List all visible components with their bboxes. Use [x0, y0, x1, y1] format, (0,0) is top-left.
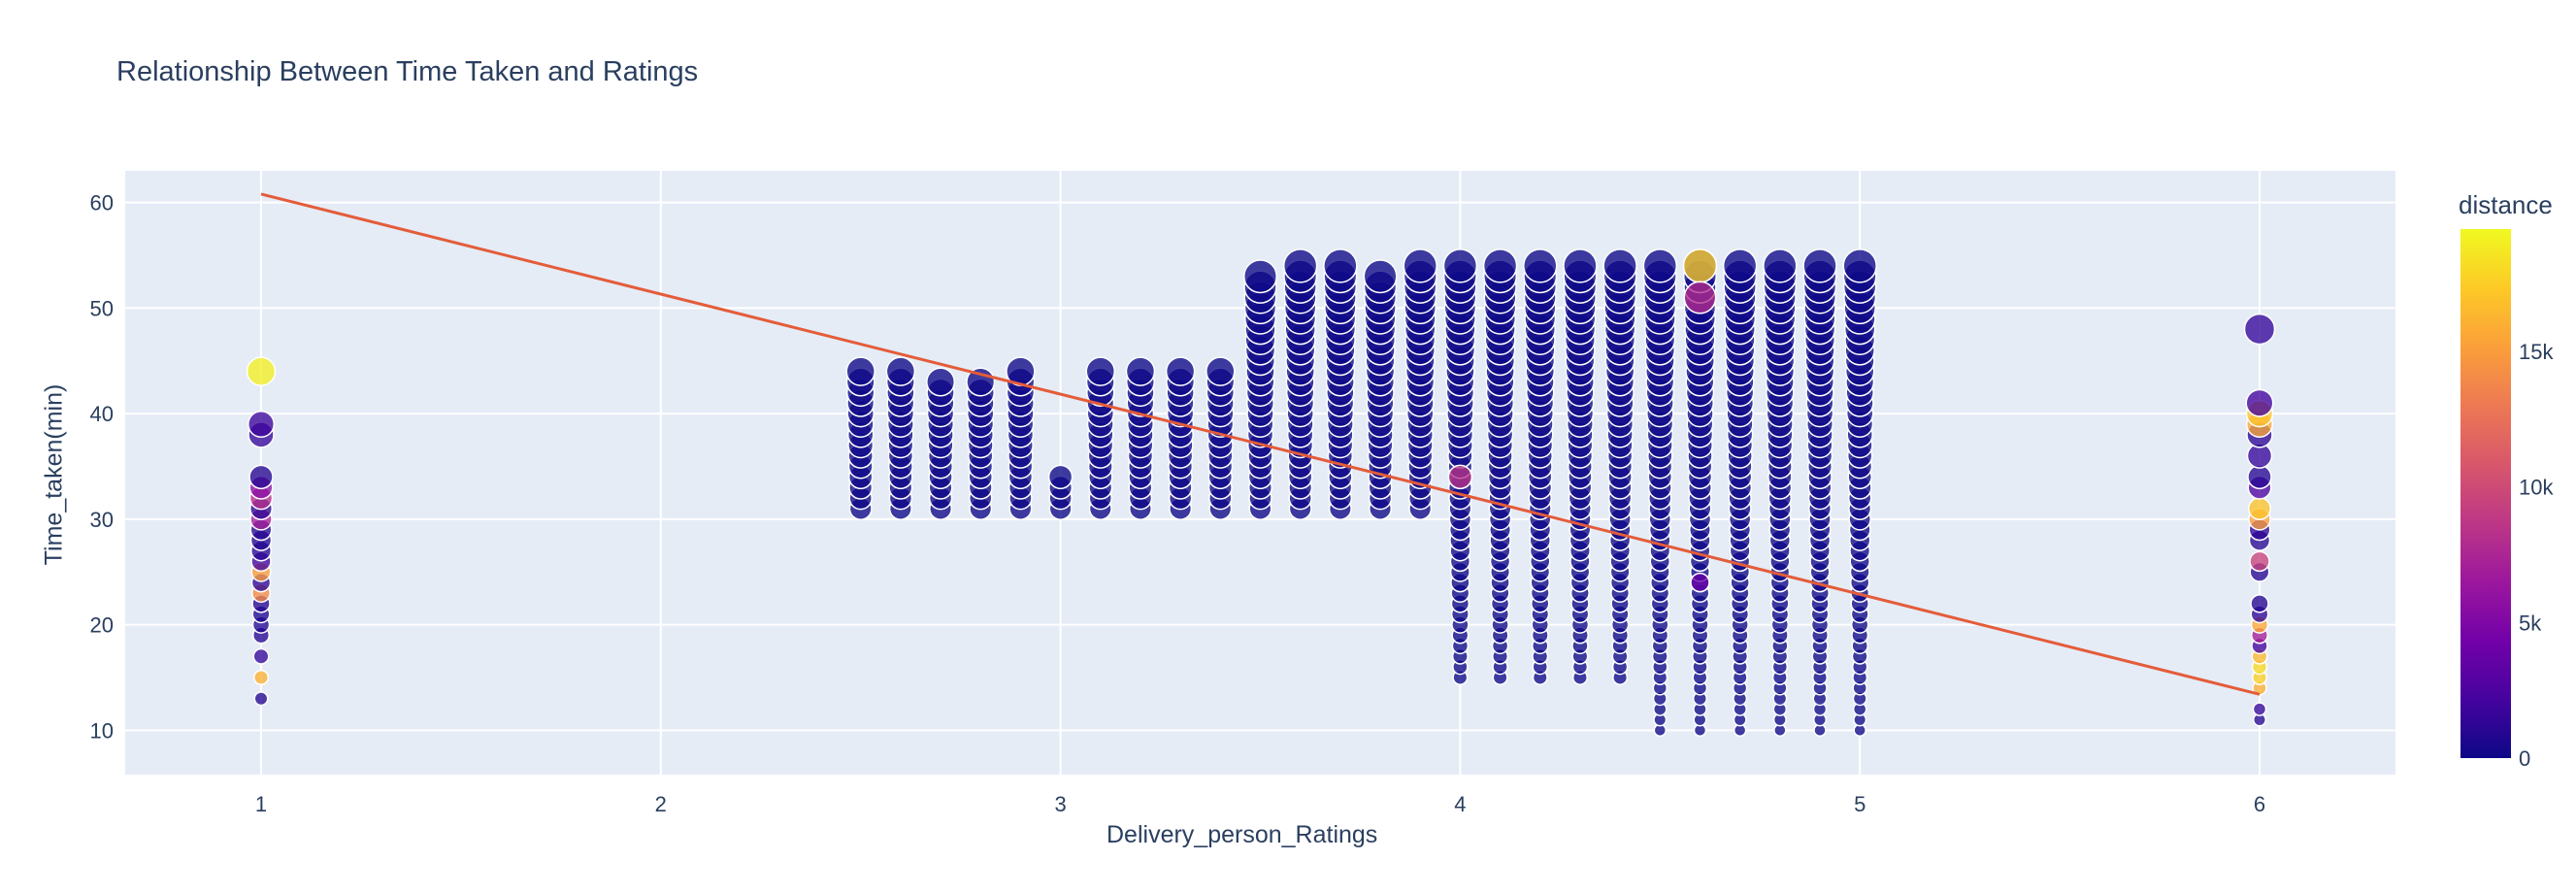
scatter-point	[1363, 259, 1398, 294]
scatter-point	[1243, 259, 1277, 294]
scatter-point	[1323, 248, 1358, 283]
scatter-point	[1125, 356, 1156, 386]
scatter-point	[2247, 496, 2271, 520]
chart-title: Relationship Between Time Taken and Rati…	[116, 56, 699, 87]
colorbar-tick-label: 15k	[2519, 340, 2554, 364]
scatter-point	[1563, 248, 1598, 283]
trend-line	[260, 192, 2261, 696]
scatter-point	[1722, 248, 1758, 283]
scatter-point	[926, 367, 956, 397]
scatter-point	[248, 464, 274, 490]
scatter-point	[1682, 248, 1718, 283]
x-tick-label: 4	[1454, 792, 1466, 816]
scatter-point	[1205, 356, 1236, 386]
scatter-point	[1047, 464, 1073, 490]
scatter-point	[2249, 550, 2270, 573]
x-tick-label: 2	[655, 792, 667, 816]
scatter-point	[1165, 356, 1196, 386]
trendline	[260, 192, 2261, 696]
colorbar-tick-label: 10k	[2519, 476, 2554, 500]
scatter-point	[248, 410, 276, 438]
axes: 1 2 3 4 5 6 10 20 30 40 50 60	[90, 191, 2266, 816]
scatter-point	[253, 669, 270, 685]
x-tick-label: 1	[255, 792, 267, 816]
scatter-point	[253, 691, 269, 707]
scatter-point	[845, 356, 875, 386]
scatter-point	[1447, 464, 1473, 490]
y-axis-title: Time_taken(min)	[40, 383, 68, 566]
scatter-point	[885, 356, 916, 386]
scatter-point	[1690, 572, 1710, 593]
scatter-point	[2252, 702, 2267, 716]
y-tick-label: 20	[90, 613, 114, 638]
y-tick-label: 10	[90, 718, 114, 743]
scatter-point	[1802, 248, 1837, 283]
scatter-point	[2245, 388, 2274, 417]
scatter-point	[1403, 248, 1437, 283]
y-tick-label: 40	[90, 402, 114, 426]
colorbar-tick-label: 0	[2519, 746, 2530, 771]
scatter-point	[2243, 313, 2276, 346]
y-tick-label: 50	[90, 296, 114, 320]
scatter-point	[1482, 248, 1518, 283]
x-tick-label: 5	[1854, 792, 1866, 816]
colorbar-title: distance	[2459, 190, 2553, 219]
scatter-point	[1442, 248, 1478, 283]
scatter-point	[246, 356, 277, 386]
scatter-point	[1523, 248, 1558, 283]
scatter-point	[2247, 464, 2272, 490]
scatter-point	[252, 647, 270, 665]
y-tick-label: 60	[90, 191, 114, 215]
x-tick-label: 6	[2254, 792, 2265, 816]
x-tick-label: 3	[1054, 792, 1066, 816]
scatter-point	[1642, 248, 1678, 283]
scatter-point	[1683, 281, 1717, 314]
scatter-point	[1602, 248, 1637, 283]
scatter-point	[1282, 248, 1318, 283]
colorbar-gradient	[2460, 229, 2511, 758]
colorbar-tick-label: 5k	[2519, 611, 2542, 635]
scatter-point	[1085, 356, 1116, 386]
y-tick-label: 30	[90, 508, 114, 532]
scatter-point	[2250, 594, 2269, 613]
scatter-point	[1763, 248, 1798, 283]
scatter-point	[1842, 248, 1877, 283]
x-axis-title: Delivery_person_Ratings	[1106, 821, 1378, 848]
colorbar: 0 5k 10k 15k	[2460, 229, 2554, 771]
